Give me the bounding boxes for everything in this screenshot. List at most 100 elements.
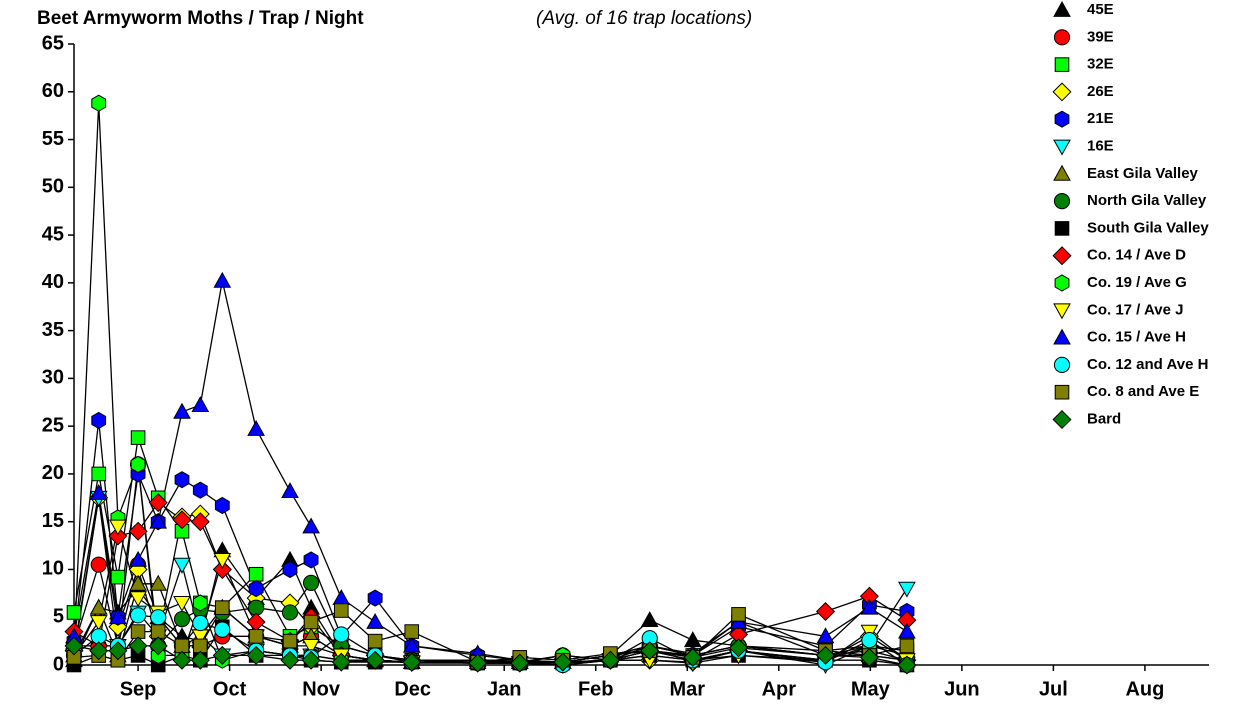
y-tick-label: 15 bbox=[42, 510, 64, 532]
data-point bbox=[859, 647, 879, 667]
data-point bbox=[815, 645, 836, 665]
y-tick-label: 5 bbox=[53, 606, 64, 628]
legend-label: East Gila Valley bbox=[1087, 165, 1199, 182]
data-point bbox=[366, 612, 384, 629]
data-point bbox=[897, 655, 917, 675]
legend-label: 26E bbox=[1087, 83, 1114, 100]
data-point bbox=[108, 641, 128, 661]
data-point bbox=[332, 589, 351, 605]
legend-label: Co. 8 and Ave E bbox=[1087, 383, 1199, 400]
data-point bbox=[280, 650, 300, 670]
data-point bbox=[173, 596, 191, 612]
data-point bbox=[860, 598, 879, 615]
data-point bbox=[213, 553, 232, 569]
y-tick-label: 0 bbox=[53, 653, 64, 675]
legend-label: South Gila Valley bbox=[1087, 219, 1209, 236]
legend-marker bbox=[1053, 29, 1071, 46]
legend-marker bbox=[1053, 193, 1071, 210]
data-point bbox=[90, 556, 107, 573]
data-point bbox=[91, 94, 107, 112]
data-point bbox=[331, 652, 351, 672]
data-point bbox=[64, 636, 84, 656]
data-point bbox=[110, 569, 126, 585]
legend-marker bbox=[1052, 82, 1072, 102]
data-point bbox=[130, 624, 146, 639]
legend-label: 21E bbox=[1087, 110, 1114, 127]
data-point bbox=[173, 611, 191, 628]
data-point bbox=[213, 271, 232, 288]
legend-label: Co. 14 / Ave D bbox=[1087, 247, 1186, 264]
data-point bbox=[816, 627, 835, 644]
x-tick-label: Jan bbox=[487, 678, 521, 700]
data-point bbox=[302, 574, 320, 591]
legend-marker bbox=[1054, 110, 1070, 128]
legend-marker bbox=[1053, 303, 1071, 320]
data-point bbox=[333, 626, 350, 643]
data-point bbox=[248, 566, 264, 582]
data-point bbox=[192, 614, 209, 632]
data-point bbox=[553, 652, 573, 672]
y-tick-label: 30 bbox=[42, 367, 64, 389]
data-point bbox=[190, 650, 210, 670]
data-point bbox=[89, 598, 108, 615]
data-point bbox=[861, 632, 878, 649]
data-point bbox=[150, 609, 167, 626]
data-point bbox=[192, 481, 208, 499]
data-point bbox=[148, 493, 168, 513]
y-tick-label: 50 bbox=[42, 176, 64, 198]
data-point bbox=[174, 471, 190, 489]
y-tick-label: 10 bbox=[42, 558, 64, 580]
data-point bbox=[89, 483, 108, 500]
legend-label: 45E bbox=[1087, 1, 1114, 18]
data-point bbox=[367, 633, 383, 649]
data-point bbox=[728, 638, 749, 658]
data-point bbox=[191, 396, 210, 412]
data-point bbox=[193, 638, 208, 654]
data-point bbox=[128, 636, 148, 656]
data-point bbox=[214, 496, 230, 515]
data-point bbox=[281, 482, 299, 498]
data-point bbox=[91, 411, 107, 429]
data-point bbox=[365, 650, 385, 670]
legend-marker bbox=[1053, 0, 1071, 17]
x-tick-label: Dec bbox=[394, 678, 431, 700]
data-point bbox=[367, 589, 383, 607]
y-tick-label: 25 bbox=[42, 414, 64, 436]
data-point bbox=[246, 612, 266, 632]
data-point bbox=[148, 636, 168, 656]
x-tick-label: Feb bbox=[578, 678, 614, 700]
legend-label: Co. 15 / Ave H bbox=[1087, 329, 1186, 346]
legend-label: 32E bbox=[1087, 56, 1114, 73]
data-point bbox=[468, 653, 488, 673]
legend-label: North Gila Valley bbox=[1087, 192, 1207, 209]
data-point bbox=[192, 594, 208, 612]
data-point bbox=[815, 601, 836, 622]
legend-label: Co. 12 and Ave H bbox=[1087, 356, 1208, 373]
y-tick-label: 55 bbox=[42, 128, 64, 150]
data-point bbox=[150, 624, 166, 639]
data-point bbox=[172, 510, 192, 530]
data-point bbox=[402, 636, 421, 653]
legend-label: Co. 19 / Ave G bbox=[1087, 274, 1187, 291]
y-tick-label: 35 bbox=[42, 319, 64, 341]
data-point bbox=[91, 466, 107, 482]
data-point bbox=[333, 603, 349, 618]
x-tick-label: Mar bbox=[669, 678, 705, 700]
x-tick-label: Apr bbox=[762, 678, 797, 700]
legend-marker bbox=[1052, 409, 1072, 430]
data-point bbox=[190, 512, 210, 532]
data-point bbox=[248, 629, 264, 644]
data-point bbox=[212, 559, 232, 580]
legend-marker bbox=[1053, 356, 1071, 373]
data-point bbox=[404, 624, 420, 639]
data-point bbox=[246, 645, 266, 665]
data-point bbox=[212, 645, 232, 665]
chart-subtitle: (Avg. of 16 trap locations) bbox=[536, 8, 752, 29]
legend-marker bbox=[1054, 57, 1070, 72]
data-point bbox=[108, 526, 128, 546]
data-point bbox=[128, 521, 148, 541]
data-point bbox=[600, 650, 620, 670]
data-point bbox=[898, 581, 916, 598]
data-point bbox=[129, 550, 147, 567]
